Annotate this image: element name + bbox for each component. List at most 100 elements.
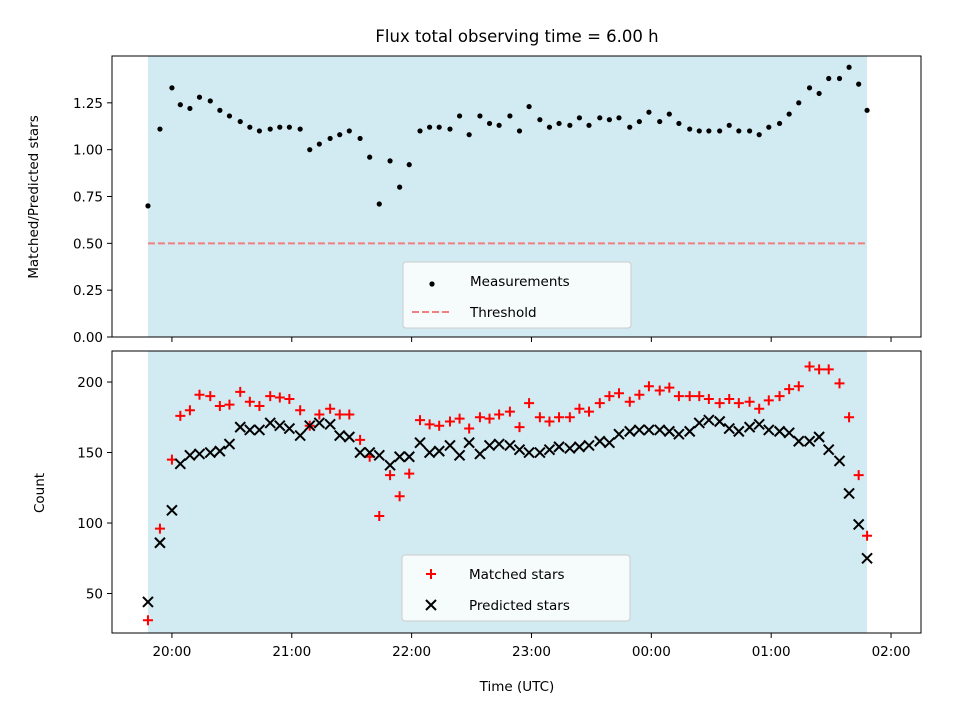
measurement-point xyxy=(456,113,463,119)
predicted-star-point xyxy=(763,424,775,436)
matched-star-point xyxy=(584,406,595,417)
measurement-point xyxy=(427,124,433,130)
matched-star-point xyxy=(643,381,654,392)
predicted-star-point xyxy=(423,446,436,459)
y-tick-label: 100 xyxy=(77,516,103,532)
matched-star-point xyxy=(763,395,774,406)
matched-star-point xyxy=(862,530,873,541)
predicted-star-point xyxy=(193,448,206,460)
y-tick-label: 200 xyxy=(77,375,103,391)
measurement-point xyxy=(196,94,203,100)
matched-star-point xyxy=(624,396,635,407)
measurement-point xyxy=(806,85,813,91)
measurement-point xyxy=(586,122,592,128)
count-plot: 50 100 150 200 20:00 21:00 22:00 23:00 00:00 01:0… xyxy=(77,350,922,660)
predicted-star-point xyxy=(703,414,715,426)
predicted-star-point xyxy=(154,537,166,549)
measurement-point xyxy=(436,124,442,130)
measurement-point xyxy=(747,128,753,134)
predicted-star-point xyxy=(354,446,366,459)
matched-star-point xyxy=(784,384,795,395)
matched-star-point xyxy=(774,391,785,402)
matched-star-point xyxy=(494,409,505,420)
matched-star-point xyxy=(265,391,276,402)
predicted-star-point xyxy=(264,417,276,429)
measurement-point xyxy=(826,75,832,82)
measurement-point xyxy=(357,135,363,142)
measurement-point xyxy=(247,124,253,130)
predicted-star-point xyxy=(852,518,865,531)
legend-label: Threshold xyxy=(469,305,537,321)
measurement-point xyxy=(327,135,333,142)
ratio-plot: 0.00 0.25 0.50 0.75 1.00 1.25 Measurements Thre… xyxy=(73,55,922,346)
predicted-star-point xyxy=(174,458,187,470)
matched-star-point xyxy=(394,491,405,502)
measurement-point xyxy=(316,141,322,147)
measurement-point xyxy=(766,124,772,130)
y-tick-label: 0.75 xyxy=(73,190,103,206)
predicted-star-point xyxy=(643,424,655,436)
predicted-star-point xyxy=(603,436,616,449)
matched-star-point xyxy=(314,409,325,420)
predicted-star-point xyxy=(223,438,236,450)
predicted-star-point xyxy=(313,417,326,429)
matched-star-point xyxy=(613,388,624,399)
predicted-star-point xyxy=(613,428,625,440)
predicted-star-point xyxy=(274,420,286,432)
matched-star-point xyxy=(744,396,755,407)
predicted-star-point xyxy=(693,417,705,429)
matched-star-point xyxy=(544,416,555,427)
matched-star-point xyxy=(804,361,815,372)
measurement-point xyxy=(207,98,213,104)
measurement-point xyxy=(776,120,783,127)
predicted-star-point xyxy=(654,424,666,436)
predicted-star-point xyxy=(414,436,426,449)
measurement-point xyxy=(237,118,243,125)
matched-star-point xyxy=(694,391,705,402)
matched-star-point xyxy=(154,523,165,534)
matched-star-point xyxy=(673,391,684,402)
predicted-star-point xyxy=(142,596,154,608)
predicted-star-point xyxy=(363,446,376,459)
measurement-point xyxy=(307,147,313,153)
predicted-star-point xyxy=(793,435,805,447)
measurement-point xyxy=(786,111,792,117)
measurement-point xyxy=(507,113,513,119)
y-tick-label: 1.00 xyxy=(73,143,103,159)
matched-star-point xyxy=(415,415,426,426)
matched-star-point xyxy=(254,400,265,411)
predicted-star-point xyxy=(523,446,535,459)
measurement-point xyxy=(537,117,543,123)
predicted-star-point xyxy=(843,487,855,500)
matched-star-point xyxy=(464,423,475,434)
legend-label: Measurements xyxy=(470,274,570,290)
measurement-point xyxy=(597,115,603,121)
measurement-point xyxy=(406,162,412,168)
predicted-star-point xyxy=(713,415,726,428)
matched-star-point xyxy=(224,399,235,410)
matched-star-point xyxy=(514,422,525,433)
measurement-point xyxy=(286,124,292,130)
matched-star-point xyxy=(664,382,675,393)
matched-star-point xyxy=(355,434,366,445)
measurement-point xyxy=(496,122,502,128)
measurement-point xyxy=(526,103,532,110)
predicted-star-point xyxy=(453,449,466,462)
predicted-star-point xyxy=(166,504,178,517)
predicted-star-point xyxy=(283,422,296,435)
predicted-star-point xyxy=(463,436,475,449)
predicted-star-point xyxy=(513,443,526,456)
matched-star-point xyxy=(594,398,605,409)
predicted-star-point xyxy=(214,445,226,457)
predicted-star-point xyxy=(583,439,595,452)
legend-marker-measurements xyxy=(429,281,435,287)
measurement-point xyxy=(696,128,702,134)
measurement-point xyxy=(486,120,493,127)
matched-star-point xyxy=(823,364,834,375)
measurement-point xyxy=(417,128,423,134)
matched-star-point xyxy=(654,385,665,396)
measurement-point xyxy=(346,128,352,134)
x-tick-label: 20:00 xyxy=(152,644,191,660)
predicted-star-point xyxy=(384,459,396,471)
